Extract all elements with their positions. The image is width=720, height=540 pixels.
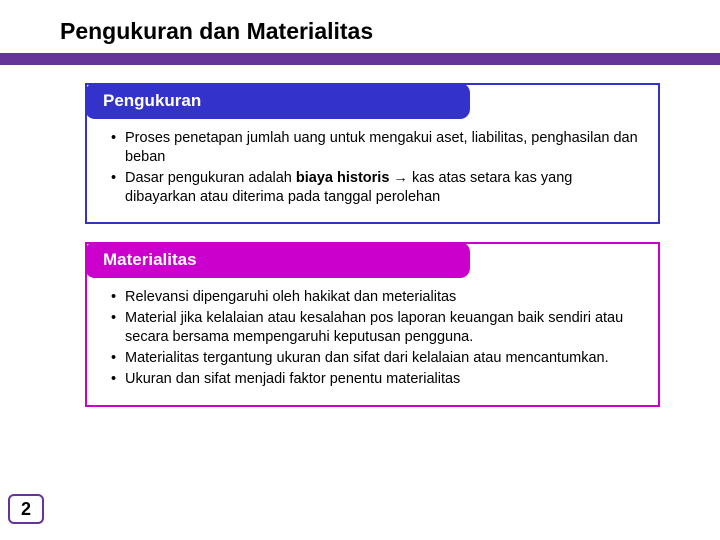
bullet-text-prefix: Dasar pengukuran adalah xyxy=(125,170,296,186)
bullet-text-bold: biaya historis xyxy=(296,170,389,186)
bullet-item: Ukuran dan sifat menjadi faktor penentu … xyxy=(111,370,640,389)
title-underline xyxy=(0,53,720,65)
page-number: 2 xyxy=(8,494,44,524)
bullet-item: Dasar pengukuran adalah biaya historis →… xyxy=(111,169,640,207)
bullet-item: Relevansi dipengaruhi oleh hakikat dan m… xyxy=(111,288,640,307)
section-body-pengukuran: Proses penetapan jumlah uang untuk menga… xyxy=(105,129,640,206)
section-header-materialitas: Materialitas xyxy=(85,242,470,278)
slide-title: Pengukuran dan Materialitas xyxy=(0,0,720,45)
section-pengukuran: Pengukuran Proses penetapan jumlah uang … xyxy=(85,83,660,224)
bullet-item: Proses penetapan jumlah uang untuk menga… xyxy=(111,129,640,167)
section-header-pengukuran: Pengukuran xyxy=(85,83,470,119)
section-materialitas: Materialitas Relevansi dipengaruhi oleh … xyxy=(85,242,660,406)
section-body-materialitas: Relevansi dipengaruhi oleh hakikat dan m… xyxy=(105,288,640,388)
section-box-pengukuran: Pengukuran Proses penetapan jumlah uang … xyxy=(85,83,660,224)
section-box-materialitas: Materialitas Relevansi dipengaruhi oleh … xyxy=(85,242,660,406)
bullet-item: Material jika kelalaian atau kesalahan p… xyxy=(111,309,640,347)
bullet-item: Materialitas tergantung ukuran dan sifat… xyxy=(111,349,640,368)
